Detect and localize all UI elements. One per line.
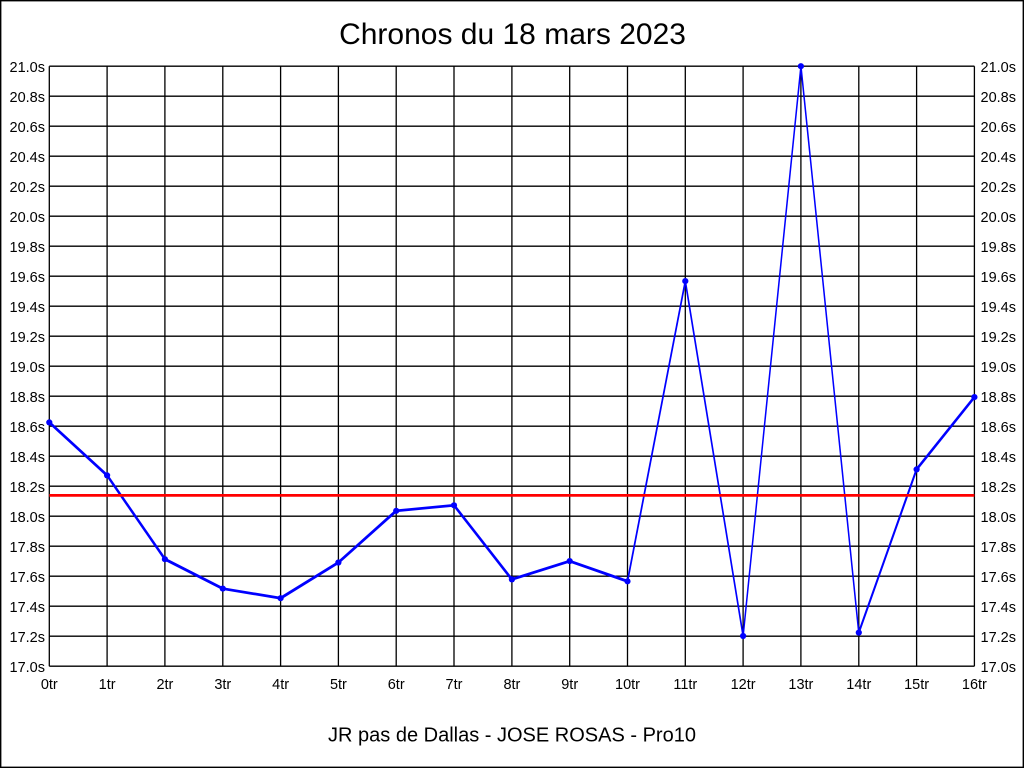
svg-text:18.4s: 18.4s: [981, 450, 1016, 466]
svg-text:2tr: 2tr: [156, 677, 173, 693]
svg-text:13tr: 13tr: [788, 677, 813, 693]
svg-text:17.6s: 17.6s: [10, 570, 45, 586]
svg-text:19.2s: 19.2s: [981, 330, 1016, 346]
svg-text:1tr: 1tr: [99, 677, 116, 693]
svg-text:18.2s: 18.2s: [10, 480, 45, 496]
svg-text:16tr: 16tr: [962, 677, 987, 693]
svg-text:20.2s: 20.2s: [10, 180, 45, 196]
svg-text:20.4s: 20.4s: [981, 150, 1016, 166]
svg-text:JR pas de Dallas - JOSE ROSAS: JR pas de Dallas - JOSE ROSAS - Pro10: [328, 725, 696, 747]
svg-text:17.8s: 17.8s: [10, 540, 45, 556]
svg-text:14tr: 14tr: [846, 677, 871, 693]
svg-text:20.6s: 20.6s: [981, 120, 1016, 136]
svg-text:20.0s: 20.0s: [10, 210, 45, 226]
svg-text:19.6s: 19.6s: [981, 270, 1016, 286]
svg-text:4tr: 4tr: [272, 677, 289, 693]
svg-text:19.8s: 19.8s: [981, 240, 1016, 256]
svg-text:20.4s: 20.4s: [10, 150, 45, 166]
svg-text:8tr: 8tr: [503, 677, 520, 693]
svg-text:20.8s: 20.8s: [981, 90, 1016, 106]
svg-text:18.6s: 18.6s: [981, 420, 1016, 436]
svg-text:5tr: 5tr: [330, 677, 347, 693]
svg-text:17.8s: 17.8s: [981, 540, 1016, 556]
svg-text:11tr: 11tr: [673, 677, 697, 693]
svg-text:19.6s: 19.6s: [10, 270, 45, 286]
svg-text:17.2s: 17.2s: [10, 630, 45, 646]
svg-text:17.2s: 17.2s: [981, 630, 1016, 646]
svg-text:17.4s: 17.4s: [981, 600, 1016, 616]
svg-text:17.0s: 17.0s: [981, 660, 1016, 676]
svg-text:19.0s: 19.0s: [10, 360, 45, 376]
svg-text:20.6s: 20.6s: [10, 120, 45, 136]
svg-text:18.8s: 18.8s: [10, 390, 45, 406]
svg-text:10tr: 10tr: [615, 677, 640, 693]
svg-text:18.8s: 18.8s: [981, 390, 1016, 406]
svg-text:18.2s: 18.2s: [981, 480, 1016, 496]
svg-text:12tr: 12tr: [731, 677, 756, 693]
svg-text:19.4s: 19.4s: [981, 300, 1016, 316]
svg-text:18.0s: 18.0s: [10, 510, 45, 526]
svg-text:19.2s: 19.2s: [10, 330, 45, 346]
svg-text:0tr: 0tr: [41, 677, 58, 693]
svg-text:19.4s: 19.4s: [10, 300, 45, 316]
svg-text:17.4s: 17.4s: [10, 600, 45, 616]
svg-text:20.8s: 20.8s: [10, 90, 45, 106]
svg-text:15tr: 15tr: [904, 677, 929, 693]
svg-text:18.0s: 18.0s: [981, 510, 1016, 526]
svg-text:18.6s: 18.6s: [10, 420, 45, 436]
svg-text:20.0s: 20.0s: [981, 210, 1016, 226]
svg-text:9tr: 9tr: [561, 677, 578, 693]
svg-text:18.4s: 18.4s: [10, 450, 45, 466]
svg-text:17.0s: 17.0s: [10, 660, 45, 676]
svg-text:20.2s: 20.2s: [981, 180, 1016, 196]
svg-text:19.0s: 19.0s: [981, 360, 1016, 376]
svg-text:6tr: 6tr: [388, 677, 405, 693]
svg-text:21.0s: 21.0s: [10, 60, 45, 76]
svg-text:21.0s: 21.0s: [981, 60, 1016, 76]
svg-text:19.8s: 19.8s: [10, 240, 45, 256]
svg-text:7tr: 7tr: [446, 677, 463, 693]
svg-text:17.6s: 17.6s: [981, 570, 1016, 586]
svg-text:3tr: 3tr: [214, 677, 231, 693]
svg-text:Chronos du 18 mars 2023: Chronos du 18 mars 2023: [339, 18, 686, 51]
